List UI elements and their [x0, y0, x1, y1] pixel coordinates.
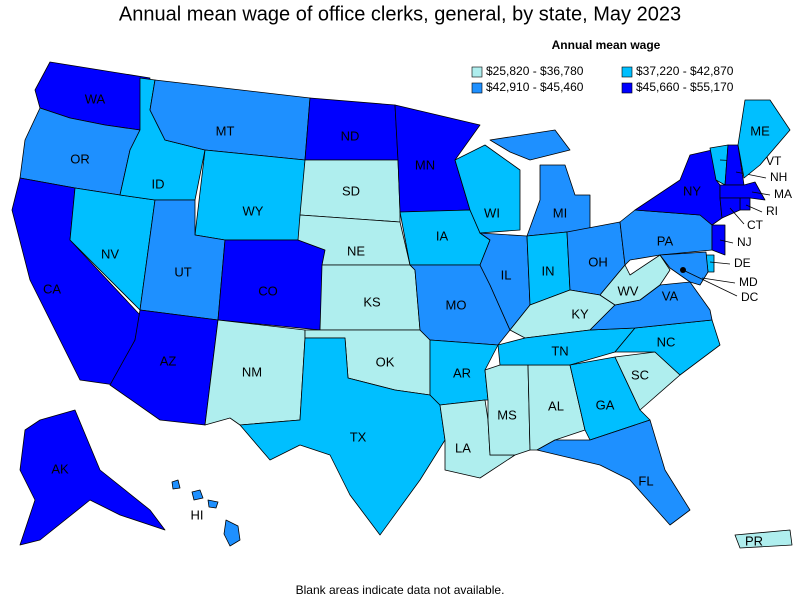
- state: [711, 224, 726, 256]
- leader-line: [745, 204, 763, 213]
- state-label: MN: [415, 157, 435, 172]
- state: [536, 419, 691, 526]
- state: [719, 181, 766, 201]
- legend-swatch: [621, 82, 633, 94]
- state-label: MO: [446, 297, 467, 312]
- state-label: MD: [739, 275, 758, 289]
- state-label: TX: [350, 429, 367, 444]
- state: [454, 144, 521, 234]
- state-label: MA: [774, 187, 792, 201]
- state: [207, 499, 219, 509]
- state-label: KS: [363, 294, 381, 309]
- state: [19, 409, 166, 546]
- legend-title: Annual mean wage: [552, 38, 661, 52]
- state-label: WY: [243, 203, 264, 218]
- state-label: NH: [770, 170, 787, 184]
- state-label: NE: [347, 243, 365, 258]
- states: WA OR CA NV ID MT WY UT CO AZ NM ND SD NE KS OK TX MN IA MO…: [11, 61, 793, 549]
- state-label: GA: [596, 397, 615, 412]
- state-label: NV: [101, 246, 119, 261]
- leader-line: [751, 191, 771, 196]
- map-title: Annual mean wage of office clerks, gener…: [119, 3, 681, 25]
- state-label: DC: [741, 290, 759, 304]
- state-label: SC: [631, 367, 649, 382]
- state: [194, 149, 306, 241]
- state-label: MS: [497, 407, 517, 422]
- state-label: WV: [618, 283, 639, 298]
- legend-label: $45,660 - $55,170: [636, 80, 734, 94]
- leader-line: [719, 239, 734, 244]
- state: [526, 164, 591, 237]
- state-label: OK: [376, 354, 395, 369]
- state-label: AR: [453, 365, 471, 380]
- leader-line: [709, 261, 731, 265]
- leader-line: [735, 171, 767, 179]
- state-label: NY: [683, 183, 701, 198]
- footnote: Blank areas indicate data not available.: [296, 583, 505, 597]
- state: [737, 99, 791, 179]
- state-label: PR: [745, 533, 763, 548]
- state-label: CT: [747, 218, 764, 232]
- state: [191, 489, 204, 501]
- state-label: VA: [662, 288, 679, 303]
- state: [429, 339, 499, 406]
- state-label: VT: [766, 154, 782, 168]
- state-label: NJ: [737, 235, 752, 249]
- state: [739, 197, 751, 211]
- state-label: KY: [571, 306, 589, 321]
- state-label: OR: [70, 151, 90, 166]
- legend-label: $37,220 - $42,870: [636, 64, 734, 78]
- state-label: NC: [657, 334, 676, 349]
- legend-swatch: [621, 66, 633, 78]
- state-label: MI: [553, 205, 567, 220]
- state-label: FL: [638, 473, 653, 488]
- state-label: ID: [152, 176, 165, 191]
- state-label: OH: [588, 254, 608, 269]
- state-label: HI: [191, 507, 204, 522]
- state-label: ND: [341, 128, 360, 143]
- legend-swatch: [471, 82, 483, 94]
- state: [734, 529, 793, 549]
- state: [223, 519, 241, 547]
- state-label: RI: [766, 204, 778, 218]
- state-label: IN: [542, 263, 555, 278]
- state: [299, 159, 401, 223]
- state-label: AZ: [160, 353, 177, 368]
- state-label: AL: [548, 398, 564, 413]
- state: [171, 479, 181, 490]
- leader-line: [682, 269, 738, 297]
- state-label: IL: [501, 267, 512, 282]
- state-label: UT: [174, 264, 191, 279]
- state: [489, 129, 571, 161]
- legend-swatch: [471, 66, 483, 78]
- state-label: TN: [551, 343, 568, 358]
- state-label: MT: [216, 123, 235, 138]
- state-label: SD: [342, 183, 360, 198]
- state-label: IA: [436, 228, 449, 243]
- state-label: CA: [43, 281, 61, 296]
- leader-line: [729, 207, 745, 225]
- state-label: CO: [258, 283, 278, 298]
- state-label: WA: [85, 91, 106, 106]
- state: [239, 337, 446, 536]
- state-label: ME: [750, 123, 770, 138]
- state-label: WI: [484, 205, 500, 220]
- state-label: PA: [657, 233, 674, 248]
- legend-label: $25,820 - $36,780: [486, 64, 584, 78]
- state-label: LA: [455, 440, 471, 455]
- legend-label: $42,910 - $45,460: [486, 80, 584, 94]
- state-label: NM: [242, 364, 262, 379]
- state-label: AK: [51, 461, 69, 476]
- state-label: DE: [734, 256, 751, 270]
- leader-line: [701, 277, 736, 284]
- state: [599, 254, 671, 306]
